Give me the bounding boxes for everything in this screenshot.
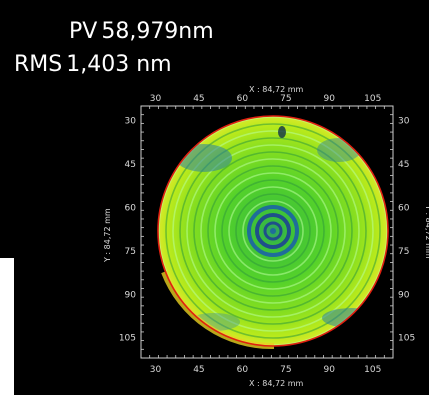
surface-map-plot: X : 84,72 mm X : 84,72 mm Y : 84,72 mm Y… bbox=[103, 85, 429, 388]
y-tick-label-left-1: 45 bbox=[125, 160, 136, 170]
interference-rings bbox=[158, 116, 388, 346]
y-tick-label-right-0: 30 bbox=[398, 116, 410, 126]
x-tick-label-top-4: 90 bbox=[324, 94, 336, 104]
axis-ticks bbox=[140, 105, 394, 359]
rms-label: RMS bbox=[14, 52, 63, 77]
y-axis-title-right: Y : 84,72 mm bbox=[424, 204, 429, 259]
y-axis-title-left: Y : 84,72 mm bbox=[103, 208, 112, 263]
x-tick-label-bottom-5: 105 bbox=[364, 365, 381, 375]
y-tick-label-right-3: 75 bbox=[398, 247, 409, 257]
left-strip bbox=[0, 0, 14, 258]
y-tick-label-right-5: 105 bbox=[398, 334, 415, 344]
x-tick-label-top-3: 75 bbox=[280, 94, 291, 104]
x-tick-label-top-2: 60 bbox=[237, 94, 249, 104]
surface-disc bbox=[158, 116, 388, 346]
x-axis-title-bottom: X : 84,72 mm bbox=[249, 379, 304, 388]
plot-frame bbox=[140, 105, 394, 359]
y-tick-label-left-2: 60 bbox=[125, 203, 137, 213]
y-tick-label-left-3: 75 bbox=[125, 247, 136, 257]
y-tick-label-left-4: 90 bbox=[125, 290, 137, 300]
x-tick-label-bottom-1: 45 bbox=[193, 365, 204, 375]
pv-readout: PV 58,979nm bbox=[69, 19, 214, 45]
y-tick-label-right-1: 45 bbox=[398, 160, 409, 170]
x-axis-title-top: X : 84,72 mm bbox=[249, 85, 304, 94]
x-tick-label-top-0: 30 bbox=[150, 94, 162, 104]
x-tick-label-top-5: 105 bbox=[364, 94, 381, 104]
y-tick-label-right-2: 60 bbox=[398, 203, 410, 213]
y-tick-label-right-4: 90 bbox=[398, 290, 410, 300]
x-tick-label-bottom-3: 75 bbox=[280, 365, 291, 375]
x-tick-label-bottom-4: 90 bbox=[324, 365, 336, 375]
x-tick-label-top-1: 45 bbox=[193, 94, 204, 104]
x-tick-label-bottom-0: 30 bbox=[150, 365, 162, 375]
pv-value: 58,979nm bbox=[101, 19, 214, 44]
measurement-panel: PV 58,979nm RMS 1,403 nm bbox=[14, 0, 429, 395]
center-rings bbox=[247, 205, 299, 257]
rms-value: 1,403 nm bbox=[66, 52, 172, 77]
y-tick-label-left-0: 30 bbox=[125, 116, 137, 126]
pv-label: PV bbox=[69, 19, 98, 44]
y-tick-label-left-5: 105 bbox=[119, 334, 136, 344]
disc-edge bbox=[157, 115, 389, 347]
rms-readout: RMS 1,403 nm bbox=[14, 52, 172, 78]
x-tick-label-bottom-2: 60 bbox=[237, 365, 249, 375]
